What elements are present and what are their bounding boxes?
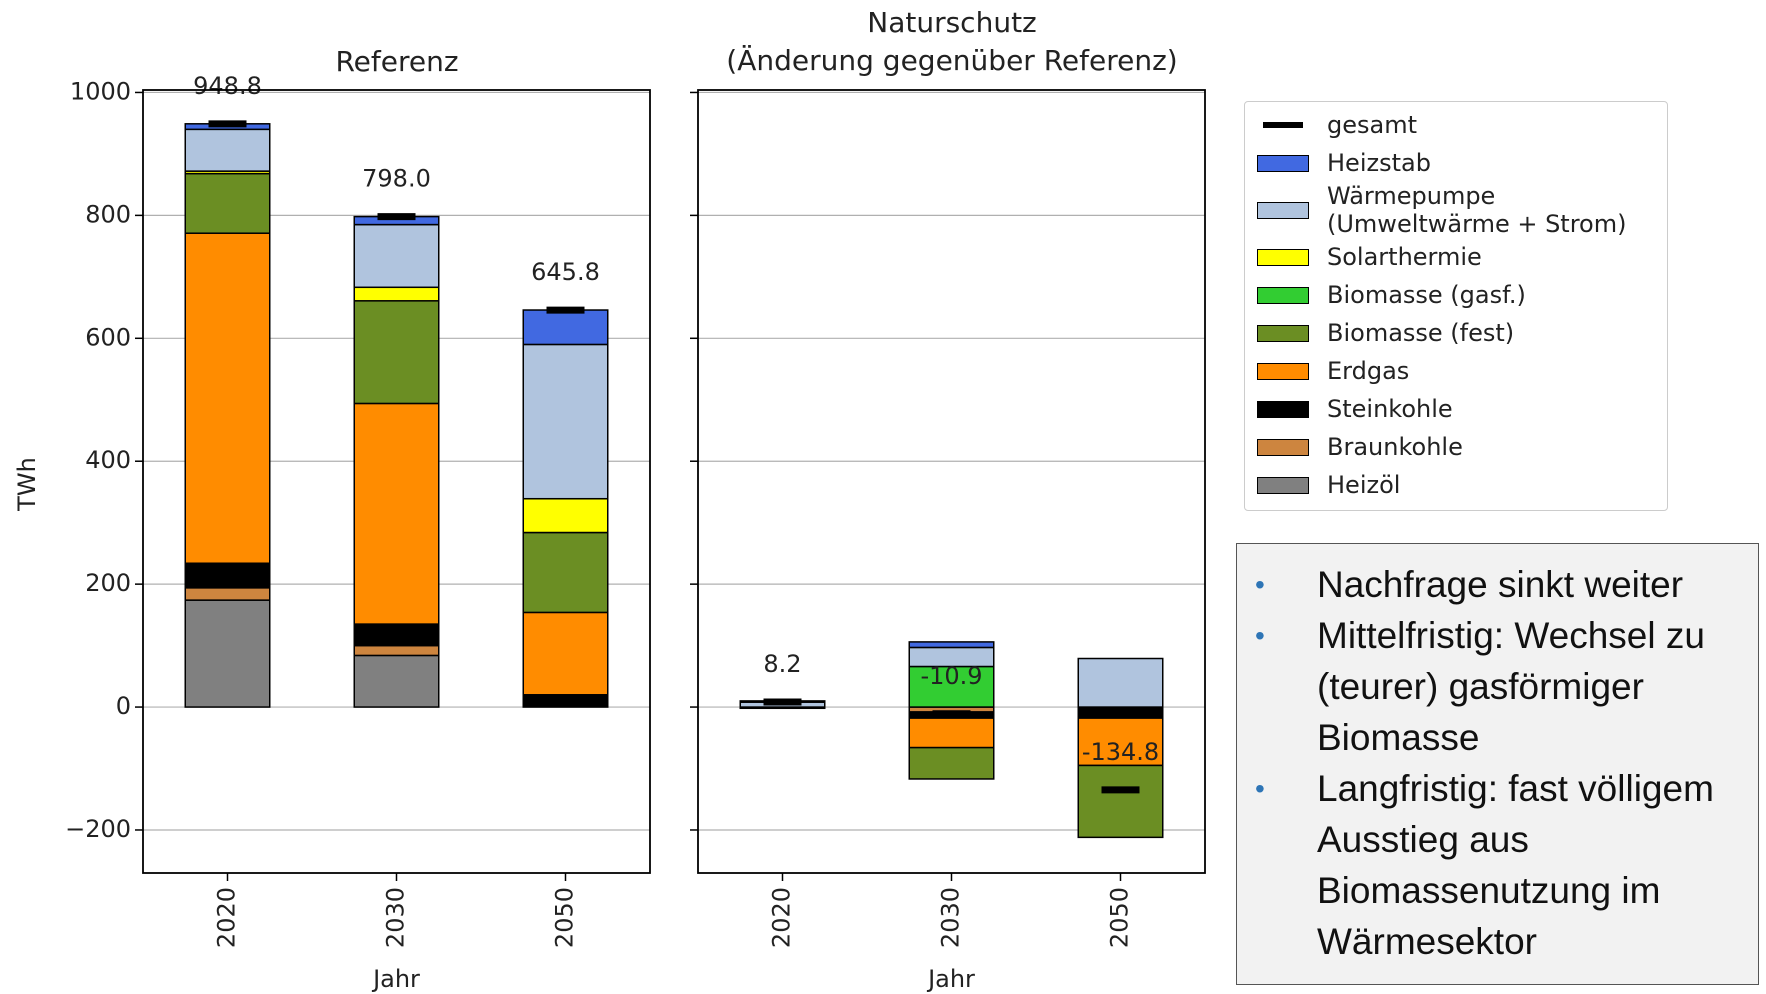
bar-segment — [522, 309, 609, 346]
bar-segment — [908, 717, 995, 749]
total-label: -134.8 — [1082, 738, 1159, 766]
bar-segment — [908, 746, 995, 780]
bar-segment — [184, 562, 271, 589]
y-tick-label: −200 — [65, 815, 131, 843]
legend-label: Erdgas — [1327, 357, 1410, 385]
axes-frame — [142, 89, 651, 874]
bar-segment — [908, 641, 995, 649]
legend-entry: Heizstab — [1245, 144, 1667, 182]
bar-segment — [184, 599, 271, 708]
bar-segment — [1077, 657, 1164, 708]
bar-segment — [353, 300, 440, 405]
bar-segment — [522, 694, 609, 708]
bar-segment — [353, 223, 440, 289]
legend: gesamt Heizstab Wärmepumpe (Umweltwärme + … — [1244, 101, 1668, 511]
legend-label: Heizöl — [1327, 471, 1401, 499]
legend-swatch — [1257, 438, 1309, 456]
bar-segment — [522, 343, 609, 500]
legend-swatch — [1257, 154, 1309, 172]
legend-entry: Heizöl — [1245, 466, 1667, 504]
bullet-list: Nachfrage sinkt weiterMittelfristig: Wec… — [1237, 559, 1750, 967]
x-tick-label: 2050 — [1106, 887, 1134, 948]
legend-swatch — [1257, 248, 1309, 266]
bar-segment — [522, 531, 609, 614]
bar-segment — [522, 497, 609, 534]
legend-entry: Biomasse (gasf.) — [1245, 276, 1667, 314]
x-tick-label: 2050 — [551, 887, 579, 948]
bar-segment — [1077, 717, 1164, 767]
legend-label: Steinkohle — [1327, 395, 1453, 423]
legend-swatch — [1257, 476, 1309, 494]
chart-title: Naturschutz (Änderung gegenüber Referenz… — [726, 6, 1178, 77]
legend-label: Biomasse (fest) — [1327, 319, 1515, 347]
legend-entry: Erdgas — [1245, 352, 1667, 390]
legend-label: Braunkohle — [1327, 433, 1463, 461]
legend-label: Biomasse (gasf.) — [1327, 281, 1526, 309]
bullet: Langfristig: fast völligem Ausstieg aus … — [1255, 763, 1750, 967]
bar-segment — [522, 611, 609, 696]
y-tick-label: 400 — [85, 446, 131, 474]
legend-entry: Wärmepumpe (Umweltwärme + Strom) — [1245, 182, 1667, 238]
bar-segment — [184, 172, 271, 234]
legend-swatch — [1257, 400, 1309, 418]
total-label: 948.8 — [193, 72, 262, 100]
bar-segment — [353, 286, 440, 302]
bar-segment — [184, 232, 271, 564]
x-axis-label: Jahr — [926, 965, 975, 993]
bar-segment — [1077, 764, 1164, 839]
legend-swatch — [1257, 362, 1309, 380]
legend-entry: Braunkohle — [1245, 428, 1667, 466]
bar-segment — [353, 402, 440, 625]
legend-entry: Solarthermie — [1245, 238, 1667, 276]
legend-label: Heizstab — [1327, 149, 1431, 177]
y-tick-label: 600 — [85, 323, 131, 351]
legend-entry: gesamt — [1245, 106, 1667, 144]
legend-entry: Biomasse (fest) — [1245, 314, 1667, 352]
x-tick-label: 2020 — [213, 887, 241, 948]
legend-label: gesamt — [1327, 111, 1417, 139]
y-tick-label: 200 — [85, 569, 131, 597]
legend-swatch — [1257, 286, 1309, 304]
bar-segment — [184, 587, 271, 601]
total-label: 8.2 — [763, 650, 801, 678]
bar-segment — [184, 128, 271, 172]
total-label: -10.9 — [920, 662, 982, 690]
legend-line — [1263, 122, 1303, 128]
bar-segment — [353, 654, 440, 708]
bar-segment — [1077, 706, 1164, 719]
axes-frame — [697, 89, 1206, 874]
bar-segment — [353, 623, 440, 647]
y-tick-label: 1000 — [70, 77, 131, 105]
x-tick-label: 2030 — [382, 887, 410, 948]
legend-swatch — [1257, 201, 1309, 219]
legend-entry: Steinkohle — [1245, 390, 1667, 428]
bar-segment — [353, 644, 440, 657]
legend-swatch — [1257, 324, 1309, 342]
x-tick-label: 2020 — [768, 887, 796, 948]
y-tick-label: 800 — [85, 200, 131, 228]
bar-segment — [908, 665, 995, 708]
bullet: Nachfrage sinkt weiter — [1255, 559, 1750, 610]
x-tick-label: 2030 — [937, 887, 965, 948]
x-axis-label: Jahr — [371, 965, 420, 993]
y-axis-label: TWh — [13, 457, 41, 512]
legend-label: Wärmepumpe (Umweltwärme + Strom) — [1327, 182, 1627, 238]
bullet: Mittelfristig: Wechsel zu (teurer) gasfö… — [1255, 610, 1750, 763]
total-label: 798.0 — [362, 165, 431, 193]
total-label: 645.8 — [531, 258, 600, 286]
text-box: Nachfrage sinkt weiterMittelfristig: Wec… — [1236, 543, 1759, 985]
legend-label: Solarthermie — [1327, 243, 1482, 271]
chart-title: Referenz — [335, 45, 459, 78]
y-tick-label: 0 — [116, 692, 131, 720]
